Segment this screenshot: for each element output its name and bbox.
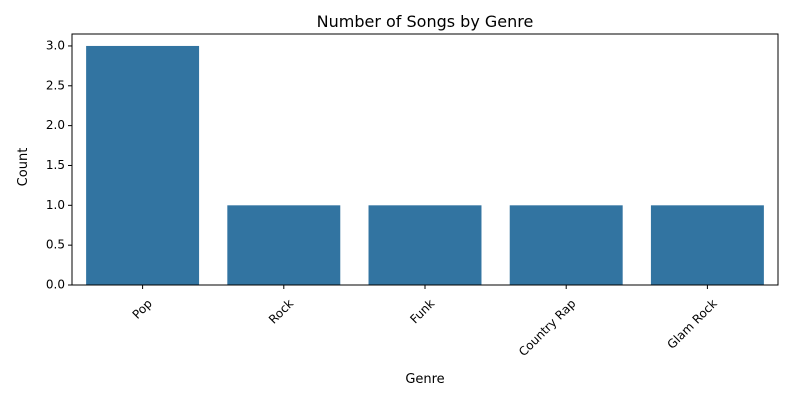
chart-title: Number of Songs by Genre xyxy=(317,12,534,31)
plot-frame xyxy=(71,33,779,286)
bar-rock xyxy=(227,205,341,285)
x-axis-label: Genre xyxy=(405,372,444,387)
bar-funk xyxy=(368,205,482,285)
y-tick-label: 1.5 xyxy=(46,158,65,172)
x-tick-label: Rock xyxy=(266,296,296,326)
y-tick-label: 1.0 xyxy=(46,198,65,212)
y-axis-label: Count xyxy=(16,148,31,187)
x-axis-ticks: Pop Rock Funk Country Rap Glam Rock xyxy=(130,285,720,359)
y-tick-label: 2.5 xyxy=(46,78,65,92)
y-tick-label: 2.0 xyxy=(46,118,65,132)
bar-pop xyxy=(86,45,200,286)
x-tick-label: Country Rap xyxy=(516,296,579,359)
x-tick-label: Glam Rock xyxy=(664,296,719,351)
bar-country-rap xyxy=(509,205,623,285)
y-tick-label: 0.0 xyxy=(46,278,65,292)
x-tick-label: Funk xyxy=(407,296,437,326)
y-tick-label: 3.0 xyxy=(46,38,65,52)
y-axis-ticks: 0.0 0.5 1.0 1.5 2.0 2.5 3.0 xyxy=(46,38,72,292)
bars-group xyxy=(86,45,764,286)
bar-glam-rock xyxy=(650,205,764,285)
x-tick-label: Pop xyxy=(130,296,155,321)
y-tick-label: 0.5 xyxy=(46,238,65,252)
